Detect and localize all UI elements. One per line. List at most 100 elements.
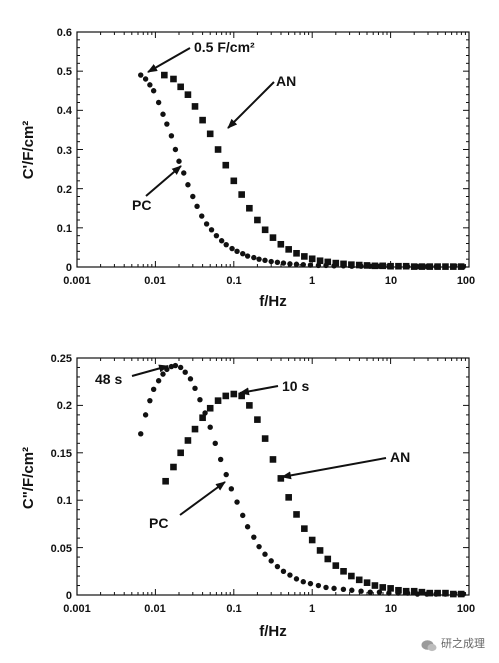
data-point-an: [442, 589, 449, 597]
data-point-pc: [280, 260, 287, 266]
data-point-pc: [182, 369, 188, 375]
x-tick-label: 0.001: [63, 275, 91, 287]
data-point-an: [348, 572, 355, 580]
y-tick-label: 0.2: [57, 400, 72, 412]
y-tick-label: 0.4: [57, 105, 73, 117]
x-tick-labels-bottom: 0.001 0.01 0.1 1 10 100: [63, 603, 475, 615]
y-tick-labels-top: 0 0.1 0.2 0.3 0.4 0.5 0.6: [57, 27, 73, 274]
annotation-48s-label: 48 s: [95, 371, 122, 387]
data-point-pc: [181, 170, 187, 176]
data-point-pc: [213, 232, 220, 239]
data-point-pc: [300, 261, 307, 268]
y-tick-label: 0: [66, 590, 72, 602]
data-point-an: [184, 437, 192, 444]
data-point-pc: [307, 262, 314, 268]
data-point-pc: [197, 397, 203, 403]
data-point-an: [214, 146, 222, 153]
data-point-pc: [160, 371, 166, 377]
y-tick-label: 0.1: [57, 495, 72, 507]
y-tick-label: 0.1: [57, 223, 72, 235]
data-point-pc: [192, 385, 198, 392]
y-tick-labels-bottom: 0 0.05 0.1 0.15 0.2 0.25: [51, 353, 72, 602]
y-tick-label: 0.25: [51, 353, 72, 365]
data-point-an: [222, 161, 230, 169]
data-point-an: [206, 404, 214, 412]
data-point-pc: [307, 580, 314, 587]
data-point-an: [379, 584, 387, 591]
data-point-pc: [240, 250, 246, 257]
data-point-pc: [194, 203, 200, 209]
data-point-pc: [234, 499, 240, 505]
data-point-an: [348, 261, 355, 268]
data-point-an: [355, 576, 363, 584]
data-point-pc: [223, 471, 229, 478]
data-point-an: [418, 263, 426, 270]
series-an: [162, 390, 465, 598]
data-point-pc: [168, 133, 175, 139]
data-point-an: [177, 83, 184, 91]
data-point-an: [261, 435, 269, 442]
data-point-an: [238, 392, 245, 400]
data-point-pc: [142, 76, 149, 82]
data-point-pc: [274, 259, 281, 265]
x-tick-label: 10: [385, 603, 397, 615]
data-point-pc: [147, 397, 153, 404]
data-point-pc: [223, 241, 229, 248]
data-point-pc: [155, 378, 162, 384]
data-point-an: [230, 177, 238, 185]
data-point-an: [410, 263, 418, 270]
data-point-an: [363, 579, 371, 586]
data-point-pc: [207, 424, 213, 430]
data-point-an: [246, 204, 253, 212]
y-tick-label: 0.3: [57, 145, 72, 157]
x-tick-label: 1: [309, 275, 315, 287]
data-point-pc: [315, 262, 322, 269]
data-point-pc: [251, 534, 257, 540]
data-point-pc: [177, 364, 184, 371]
data-point-an: [450, 263, 457, 270]
data-point-pc: [358, 588, 364, 594]
data-point-an: [206, 130, 214, 138]
data-point-an: [332, 562, 340, 569]
data-point-pc: [367, 589, 373, 595]
data-point-an: [308, 255, 316, 263]
data-point-an: [293, 249, 300, 257]
data-point-pc: [240, 512, 246, 519]
data-point-pc: [349, 587, 355, 593]
data-point-pc: [315, 582, 322, 589]
data-point-an: [238, 191, 245, 198]
data-point-pc: [234, 248, 240, 255]
y-tick-label: 0.15: [51, 448, 72, 460]
data-point-an: [340, 568, 347, 575]
data-point-an: [402, 587, 410, 595]
x-tick-labels-top: 0.001 0.01 0.1 1 10 100: [63, 275, 475, 287]
data-point-pc: [172, 362, 179, 369]
data-point-pc: [208, 227, 215, 233]
data-point-pc: [190, 193, 196, 200]
data-point-pc: [268, 258, 274, 265]
data-point-pc: [280, 568, 287, 574]
data-point-pc: [150, 88, 157, 94]
data-point-pc: [229, 245, 235, 252]
data-point-an: [457, 590, 465, 598]
data-point-an: [161, 71, 168, 79]
data-point-pc: [212, 440, 218, 447]
x-tick-label: 0.1: [226, 275, 241, 287]
data-point-an: [277, 475, 285, 482]
data-point-an: [410, 587, 418, 595]
data-point-pc: [262, 551, 268, 557]
data-point-pc: [147, 82, 153, 88]
annotation-48s-arrow: [131, 364, 169, 377]
watermark-text: 研之成理: [441, 637, 485, 650]
data-point-an: [332, 259, 340, 267]
data-point-an: [434, 589, 441, 597]
data-point-an: [387, 585, 394, 592]
data-point-an: [277, 240, 285, 248]
data-point-an: [457, 263, 465, 270]
data-point-an: [395, 586, 402, 594]
data-point-pc: [293, 261, 300, 267]
data-point-pc: [287, 572, 293, 578]
data-point-pc: [287, 261, 293, 267]
data-point-pc: [340, 586, 347, 593]
